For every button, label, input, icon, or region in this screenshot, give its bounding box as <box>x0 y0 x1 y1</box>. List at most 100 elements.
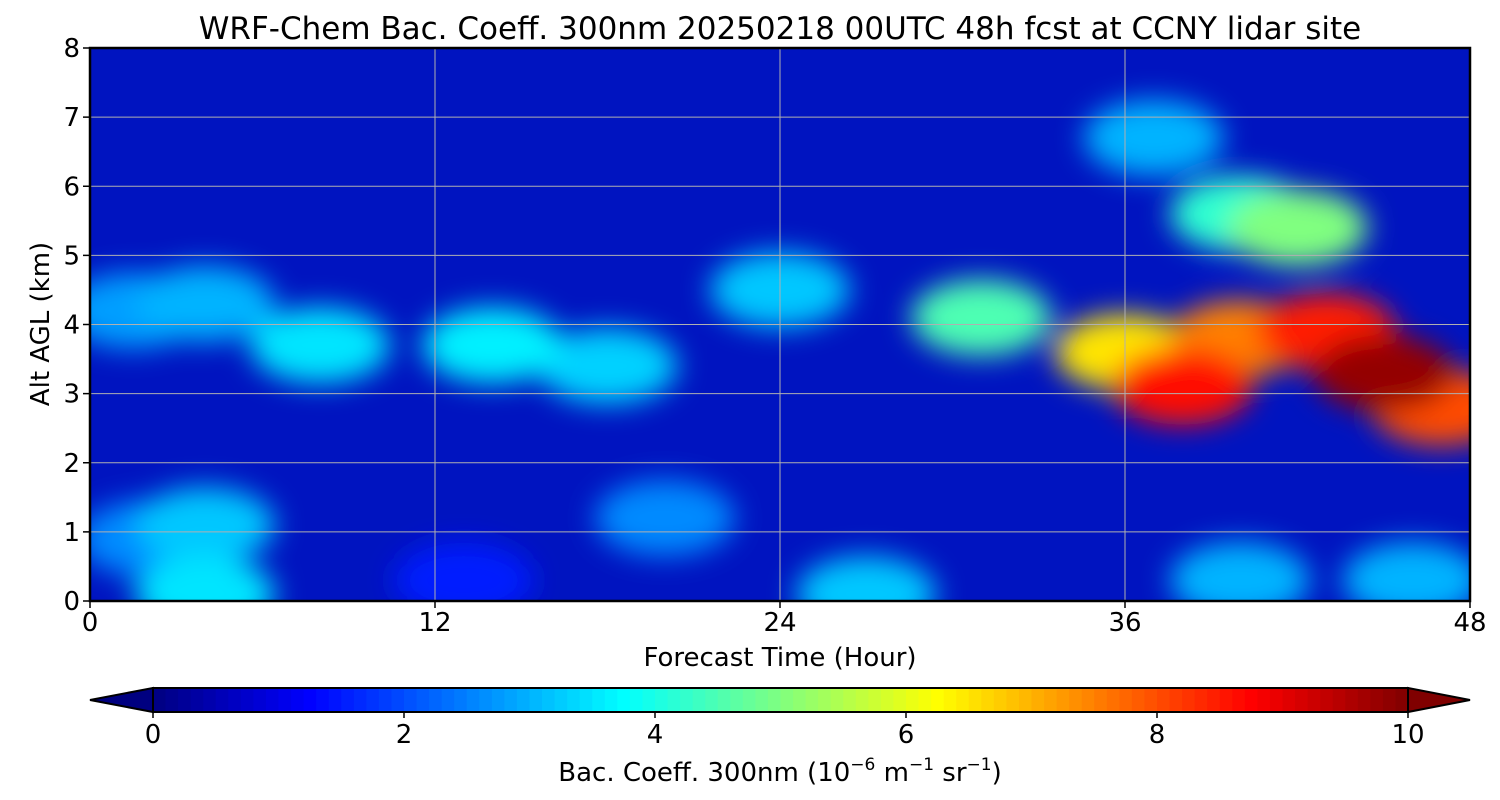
colorbar-cell <box>1056 688 1070 712</box>
colorbar-cell <box>767 688 782 712</box>
heatmap-cell <box>135 265 275 342</box>
colorbar-cell <box>1106 688 1120 712</box>
x-tick-label: 48 <box>1453 608 1486 638</box>
x-axis-label: Forecast Time (Hour) <box>643 643 916 673</box>
colorbar-cell <box>818 688 832 712</box>
x-tick-label: 36 <box>1108 608 1141 638</box>
colorbar-cell <box>968 688 982 712</box>
colorbar-cell <box>880 688 895 712</box>
heatmap-cell <box>595 480 735 557</box>
colorbar-cell <box>742 688 756 712</box>
colorbar: 0 2 4 6 8 10 Bac. Coeff. 300nm (10−6 m−1 sr−1… <box>89 686 1471 788</box>
heatmap-cell <box>1083 99 1224 176</box>
colorbar-cell <box>1131 688 1146 712</box>
colorbar-cell <box>1144 688 1158 712</box>
colorbar-extend-low <box>89 686 154 714</box>
colorbar-cell <box>215 688 229 712</box>
heatmap-cell <box>393 542 534 601</box>
colorbar-cell <box>441 688 455 712</box>
colorbar-cell <box>1119 688 1133 712</box>
colorbar-cell <box>554 688 568 712</box>
heatmap-cell <box>422 307 563 384</box>
colorbar-cell <box>956 688 970 712</box>
colorbar-cell <box>1031 688 1045 712</box>
colorbar-cell <box>1382 688 1397 712</box>
colorbar-cell <box>416 688 430 712</box>
colorbar-cell <box>378 688 393 712</box>
colorbar-cell <box>793 688 807 712</box>
y-tick-label: 6 <box>63 172 80 202</box>
colorbar-cell <box>391 688 405 712</box>
heatmap-cell <box>1170 542 1310 601</box>
colorbar-cell <box>1182 688 1196 712</box>
colorbar-cell <box>1157 688 1171 712</box>
colorbar-cell <box>404 688 418 712</box>
colorbar-cell <box>1069 688 1083 712</box>
colorbar-cell <box>504 688 518 712</box>
colorbar-tick-label: 4 <box>647 720 664 750</box>
colorbar-cell <box>429 688 443 712</box>
colorbar-cell <box>868 688 882 712</box>
colorbar-cell <box>165 688 179 712</box>
colorbar-cell <box>203 688 217 712</box>
colorbar-cell <box>1081 688 1095 712</box>
y-tick-label: 0 <box>63 587 80 617</box>
colorbar-cell <box>1232 688 1246 712</box>
colorbar-cell <box>830 688 844 712</box>
colorbar-cell <box>291 688 305 712</box>
colorbar-cell <box>843 688 857 712</box>
colorbar-cell <box>604 688 618 712</box>
y-tick-label: 3 <box>63 380 80 410</box>
colorbar-label-exp3: −1 <box>967 755 992 775</box>
colorbar-cell <box>466 688 480 712</box>
heatmap-cell <box>911 279 1052 356</box>
colorbar-cell <box>579 688 593 712</box>
colorbar-cell <box>692 688 706 712</box>
colorbar-cell <box>190 688 204 712</box>
colorbar-cell <box>228 688 242 712</box>
y-tick-label: 7 <box>63 103 80 133</box>
y-tick-label: 2 <box>63 449 80 479</box>
colorbar-cell <box>805 688 819 712</box>
colorbar-extend-high <box>1407 686 1471 714</box>
x-tick-label: 0 <box>82 608 99 638</box>
colorbar-label: Bac. Coeff. 300nm (10−6 m−1 sr−1) <box>558 755 1001 788</box>
colorbar-cell <box>1169 688 1183 712</box>
colorbar-cell <box>1282 688 1296 712</box>
colorbar-cell <box>341 688 355 712</box>
colorbar-cell <box>178 688 192 712</box>
colorbar-cell <box>981 688 995 712</box>
colorbar-cell <box>680 688 694 712</box>
colorbar-cell <box>253 688 267 712</box>
colorbar-cell <box>705 688 719 712</box>
colorbar-label-end: ) <box>992 758 1002 788</box>
colorbar-tick-label: 10 <box>1391 720 1424 750</box>
colorbar-cell <box>617 688 631 712</box>
colorbar-cell <box>567 688 581 712</box>
colorbar-cell <box>993 688 1007 712</box>
heatmap-cell <box>537 327 678 404</box>
colorbar-cell <box>1018 688 1033 712</box>
colorbar-cell <box>655 688 669 712</box>
colorbar-cell <box>303 688 317 712</box>
colorbar-cell <box>240 688 254 712</box>
colorbar-cell <box>353 688 367 712</box>
colorbar-cell <box>893 688 907 712</box>
colorbar-ticks: 0 2 4 6 8 10 <box>145 712 1425 750</box>
y-axis-label: Alt AGL (km) <box>26 242 56 406</box>
y-tick-label: 1 <box>63 518 80 548</box>
colorbar-cell <box>629 688 644 712</box>
colorbar-label-mid: m <box>875 758 909 788</box>
heatmap-features <box>90 99 1470 601</box>
colorbar-cell <box>529 688 543 712</box>
y-axis-ticks: 0 1 2 3 4 5 6 7 8 <box>63 34 90 617</box>
colorbar-cell <box>730 688 744 712</box>
colorbar-cell <box>1295 688 1309 712</box>
gridlines <box>90 48 1470 601</box>
plot-area <box>90 48 1470 601</box>
colorbar-cell <box>454 688 468 712</box>
colorbar-cell <box>1345 688 1359 712</box>
colorbar-cell <box>717 688 731 712</box>
colorbar-cell <box>491 688 505 712</box>
colorbar-cell <box>1006 688 1020 712</box>
